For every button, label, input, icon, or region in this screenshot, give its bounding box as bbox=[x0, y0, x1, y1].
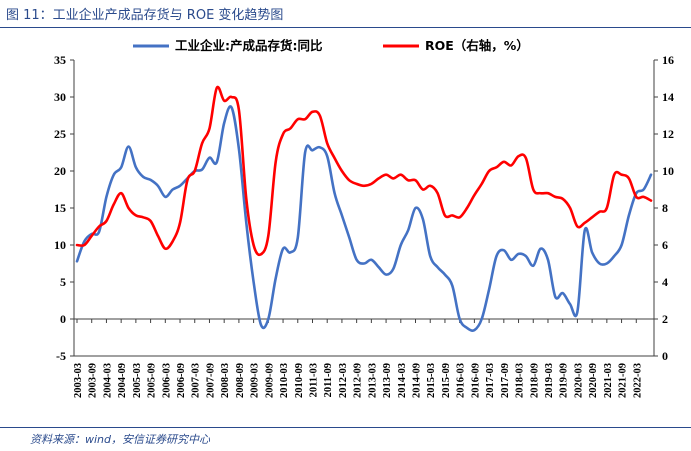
x-axis-tick-label: 2016-03 bbox=[456, 363, 467, 398]
x-axis-tick-label: 2012-03 bbox=[338, 363, 349, 398]
x-axis-tick-label: 2004-09 bbox=[117, 363, 128, 398]
x-axis-tick-label: 2014-03 bbox=[397, 363, 408, 398]
left-axis-tick-label: 10 bbox=[54, 238, 66, 252]
left-axis-tick-label: 0 bbox=[60, 312, 66, 326]
left-axis-tick-label: 15 bbox=[54, 201, 66, 215]
x-axis-tick-label: 2022-03 bbox=[632, 363, 643, 398]
x-axis-tick-label: 2020-09 bbox=[588, 363, 599, 398]
right-axis-tick-label: 0 bbox=[662, 349, 668, 363]
right-axis-tick-label: 4 bbox=[662, 275, 668, 289]
x-axis-tick-label: 2007-03 bbox=[191, 363, 202, 398]
x-axis-tick-label: 2018-03 bbox=[515, 363, 526, 398]
left-axis-tick-label: 35 bbox=[54, 53, 66, 67]
source-rule bbox=[0, 427, 691, 428]
legend-label: 工业企业:产成品存货:同比 bbox=[175, 38, 323, 53]
x-axis-tick-label: 2019-03 bbox=[544, 363, 555, 398]
left-axis-tick-label: 20 bbox=[54, 164, 66, 178]
right-axis-tick-label: 12 bbox=[662, 127, 674, 141]
x-axis-tick-label: 2010-03 bbox=[279, 363, 290, 398]
left-axis-tick-label: 30 bbox=[54, 90, 66, 104]
roe-series-line bbox=[75, 85, 653, 257]
x-axis-tick-label: 2006-09 bbox=[176, 363, 187, 398]
x-axis-tick-label: 2021-09 bbox=[618, 363, 629, 398]
x-axis-tick-label: 2015-03 bbox=[426, 363, 437, 398]
x-axis-tick-label: 2020-03 bbox=[573, 363, 584, 398]
left-axis-tick-label: -5 bbox=[56, 349, 66, 363]
x-axis-tick-label: 2003-03 bbox=[73, 363, 84, 398]
x-axis-tick-label: 2009-03 bbox=[250, 363, 261, 398]
x-axis-tick-label: 2004-03 bbox=[102, 363, 113, 398]
legend: 工业企业:产成品存货:同比 ROE（右轴，%） bbox=[133, 38, 529, 53]
x-axis-tick-label: 2007-09 bbox=[205, 363, 216, 398]
right-axis-tick-label: 14 bbox=[662, 90, 674, 104]
x-axis-tick-label: 2010-09 bbox=[294, 363, 305, 398]
x-axis-tick-label: 2014-09 bbox=[412, 363, 423, 398]
x-axis-tick-label: 2011-09 bbox=[323, 363, 334, 397]
figure-title: 图 11：工业企业产成品存货与 ROE 变化趋势图 bbox=[6, 8, 284, 23]
x-axis-tick-label: 2018-09 bbox=[529, 363, 540, 398]
x-axis-tick-label: 2013-03 bbox=[367, 363, 378, 398]
x-axis-tick-label: 2013-09 bbox=[382, 363, 393, 398]
title-rule bbox=[0, 27, 691, 28]
x-axis-tick-label: 2017-09 bbox=[500, 363, 511, 398]
x-axis-tick-label: 2008-03 bbox=[220, 363, 231, 398]
right-axis-tick-label: 2 bbox=[662, 312, 668, 326]
x-axis-tick-label: 2006-03 bbox=[161, 363, 172, 398]
right-axis-tick-label: 6 bbox=[662, 238, 668, 252]
source-note: 资料来源：wind，安信证券研究中心 bbox=[30, 433, 211, 446]
x-axis-tick-label: 2016-09 bbox=[470, 363, 481, 398]
legend-label: ROE（右轴，%） bbox=[425, 38, 529, 53]
x-axis-tick-label: 2021-03 bbox=[603, 363, 614, 398]
x-axis-tick-label: 2017-03 bbox=[485, 363, 496, 398]
inventory-yoy-series-line bbox=[75, 105, 653, 332]
x-axis-tick-label: 2005-09 bbox=[147, 363, 158, 398]
x-axis-tick-label: 2015-09 bbox=[441, 363, 452, 398]
right-axis-tick-label: 10 bbox=[662, 164, 674, 178]
x-axis-tick-label: 2003-09 bbox=[88, 363, 99, 398]
left-axis-tick-label: 25 bbox=[54, 127, 66, 141]
x-axis-tick-label: 2005-03 bbox=[132, 363, 143, 398]
right-axis-tick-label: 8 bbox=[662, 201, 668, 215]
x-axis-tick-label: 2009-09 bbox=[264, 363, 275, 398]
x-axis-tick-label: 2008-09 bbox=[235, 363, 246, 398]
left-axis-tick-label: 5 bbox=[60, 275, 66, 289]
x-axis-tick-label: 2012-09 bbox=[353, 363, 364, 398]
series-lines bbox=[75, 85, 653, 332]
x-axis-tick-label: 2019-09 bbox=[559, 363, 570, 398]
x-axis-tick-label: 2011-03 bbox=[308, 363, 319, 397]
right-axis-tick-label: 16 bbox=[662, 53, 674, 67]
axes: -5 0 5 10 15 20 25 30 35 0 2 4 6 8 10 12 14 16 2003-03 2003… bbox=[54, 53, 674, 398]
